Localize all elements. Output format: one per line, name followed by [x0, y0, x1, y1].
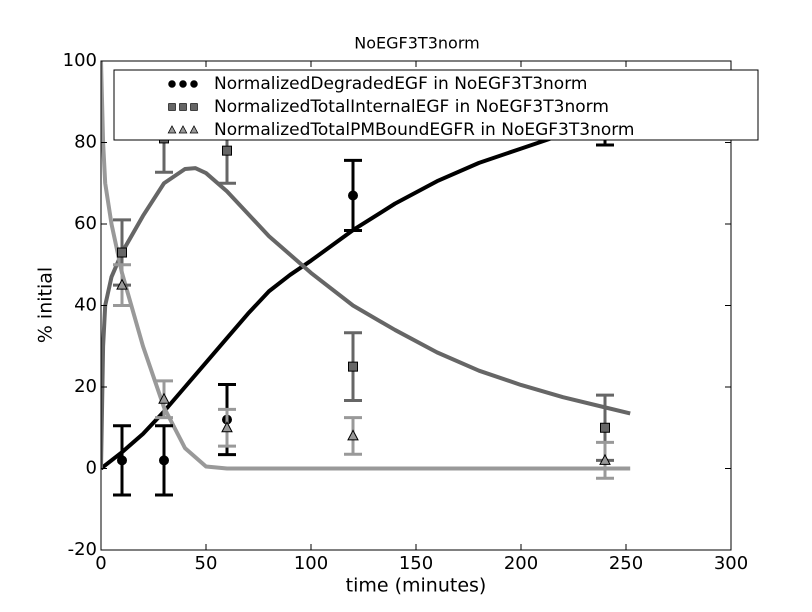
- x-tick-label: 0: [95, 553, 106, 574]
- legend: NormalizedDegradedEGF in NoEGF3T3norm Nor…: [113, 69, 759, 141]
- model-curve: [101, 166, 631, 469]
- marker: [600, 422, 610, 433]
- legend-label: NormalizedDegradedEGF in NoEGF3T3norm: [214, 74, 587, 94]
- y-tick-label: 40: [74, 295, 97, 316]
- marker: [347, 429, 359, 441]
- y-tick-label: 20: [74, 376, 97, 397]
- y-tick-label: 60: [74, 213, 97, 234]
- x-tick-label: 100: [294, 553, 328, 574]
- y-tick-label: 0: [86, 458, 97, 479]
- y-axis-label: % initial: [35, 267, 57, 343]
- marker: [167, 125, 177, 134]
- legend-label: NormalizedTotalPMBoundEGFR in NoEGF3T3no…: [214, 120, 635, 140]
- x-tick-label: 250: [609, 553, 643, 574]
- x-tick-label: 150: [399, 553, 433, 574]
- x-tick-label: 200: [504, 553, 538, 574]
- chart-title: NoEGF3T3norm: [354, 34, 479, 53]
- model-curve: [101, 107, 631, 471]
- marker: [117, 455, 127, 466]
- marker: [190, 80, 198, 88]
- marker: [190, 103, 198, 111]
- legend-label: NormalizedTotalInternalEGF in NoEGF3T3no…: [214, 97, 609, 117]
- model-curve: [101, 61, 631, 471]
- marker: [179, 80, 187, 88]
- marker: [179, 103, 187, 111]
- marker: [348, 361, 358, 372]
- marker: [158, 392, 170, 404]
- marker: [168, 103, 176, 111]
- y-tick-label: 80: [74, 132, 97, 153]
- marker: [159, 455, 169, 466]
- marker: [348, 190, 358, 201]
- marker: [117, 247, 127, 258]
- marker: [222, 145, 232, 156]
- marker: [168, 80, 176, 88]
- x-tick-label: 50: [195, 553, 218, 574]
- x-axis-label: time (minutes): [346, 575, 487, 597]
- x-tick-label: 300: [714, 553, 748, 574]
- marker: [116, 278, 128, 290]
- marker: [178, 125, 188, 134]
- marker: [599, 453, 611, 465]
- marker: [221, 421, 233, 433]
- y-tick-label: -20: [68, 539, 97, 560]
- legend-box: [113, 69, 759, 141]
- marker: [189, 125, 199, 134]
- y-tick-label: 100: [63, 50, 97, 71]
